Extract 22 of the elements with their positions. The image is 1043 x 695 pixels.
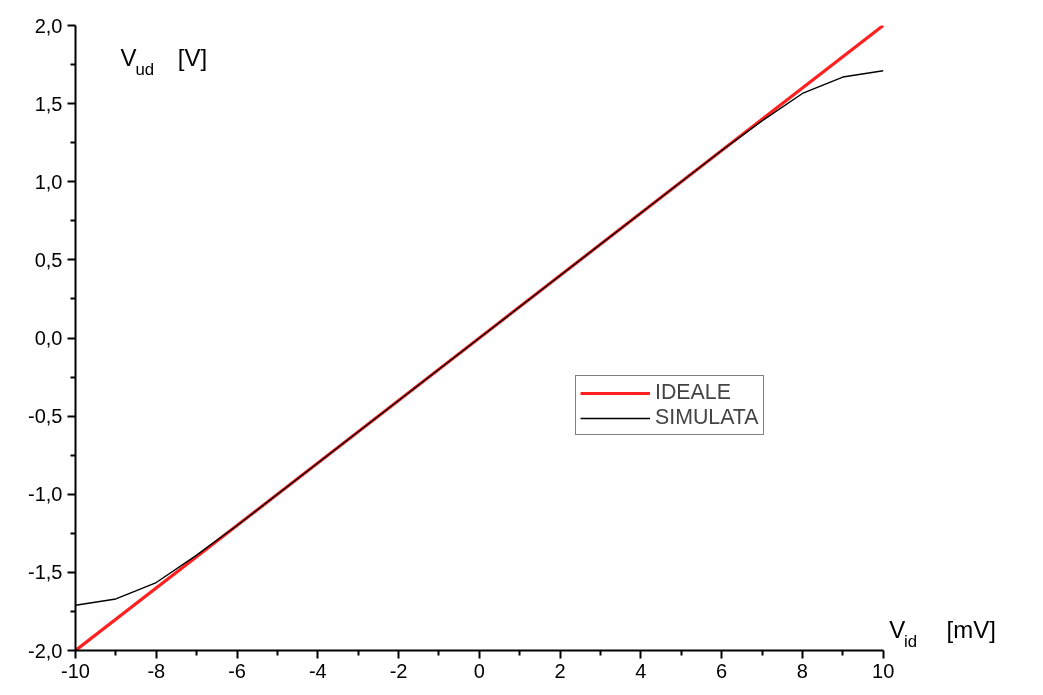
y-tick-label: 0,5	[34, 248, 63, 271]
y-tick-label: -1,5	[28, 561, 63, 584]
x-tick-label: 2	[554, 659, 566, 682]
x-tick-label: -8	[147, 659, 166, 682]
x-tick-label: 10	[872, 659, 895, 682]
x-tick-label: -10	[61, 659, 90, 682]
x-tick-label: -2	[389, 659, 408, 682]
y-tick-label: -1,0	[28, 483, 63, 506]
legend-label: SIMULATA	[655, 405, 759, 430]
y-tick-label: -2,0	[28, 639, 63, 662]
x-tick-label: -6	[228, 659, 246, 682]
x-tick-label: -4	[308, 659, 327, 682]
legend-label: IDEALE	[655, 380, 731, 405]
y-tick-label: 0,0	[34, 327, 63, 349]
x-tick-label: 4	[635, 659, 647, 682]
y-tick-label: 1,0	[34, 170, 63, 193]
y-tick-label: 1,5	[34, 92, 63, 115]
y-tick-label: 2,0	[34, 14, 63, 37]
y-tick-label: -0,5	[28, 405, 63, 428]
x-tick-label: 8	[796, 659, 808, 682]
x-tick-label: 6	[716, 659, 728, 682]
x-tick-label: 0	[473, 659, 485, 682]
